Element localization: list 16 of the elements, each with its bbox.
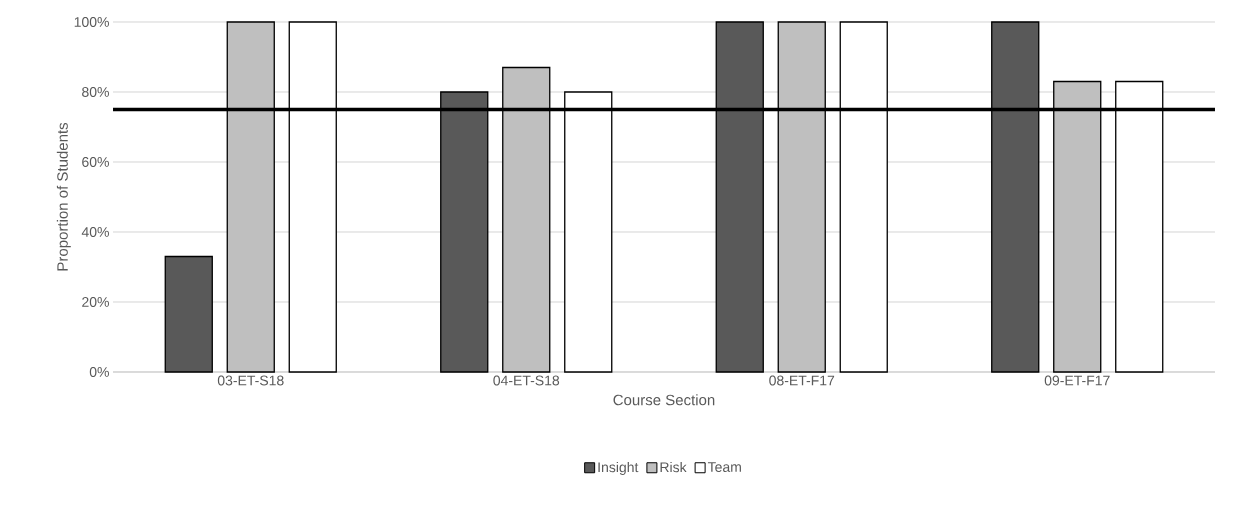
x-tick-label: 09-ET-F17 xyxy=(1044,375,1110,386)
y-tick-label: 0% xyxy=(89,367,109,377)
legend-label: Insight xyxy=(598,461,639,475)
y-tick-label: 20% xyxy=(82,297,109,307)
legend-label: Team xyxy=(707,462,741,472)
y-tick-label: 60% xyxy=(82,157,109,167)
x-axis-title: Course Section xyxy=(613,394,715,406)
x-tick-label: 03-ET-S18 xyxy=(217,375,284,386)
x-tick-label: 08-ET-F17 xyxy=(769,375,835,386)
x-tick-label: 04-ET-S18 xyxy=(493,375,560,386)
y-tick-label: 100% xyxy=(74,17,109,27)
y-tick-label: 40% xyxy=(81,227,109,237)
y-tick-label: 80% xyxy=(82,87,109,97)
legend-label: Risk xyxy=(660,461,687,473)
bar xyxy=(164,255,213,373)
y-axis-title: Proportion of Students xyxy=(56,122,71,271)
